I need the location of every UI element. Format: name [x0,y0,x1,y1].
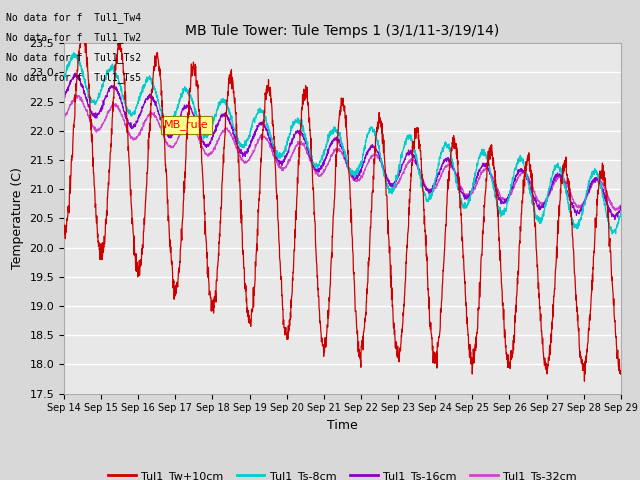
Legend: Tul1_Tw+10cm, Tul1_Ts-8cm, Tul1_Ts-16cm, Tul1_Ts-32cm: Tul1_Tw+10cm, Tul1_Ts-8cm, Tul1_Ts-16cm,… [103,467,582,480]
Title: MB Tule Tower: Tule Temps 1 (3/1/11-3/19/14): MB Tule Tower: Tule Temps 1 (3/1/11-3/19… [185,24,500,38]
Text: MB_rule: MB_rule [164,120,209,130]
Text: No data for f  Tul1_Ts5: No data for f Tul1_Ts5 [6,72,141,84]
Y-axis label: Temperature (C): Temperature (C) [11,168,24,269]
Text: No data for f  Tul1_Ts2: No data for f Tul1_Ts2 [6,52,141,63]
Text: No data for f  Tul1_Tw4: No data for f Tul1_Tw4 [6,12,141,23]
X-axis label: Time: Time [327,419,358,432]
Text: No data for f  Tul1_Tw2: No data for f Tul1_Tw2 [6,32,141,43]
